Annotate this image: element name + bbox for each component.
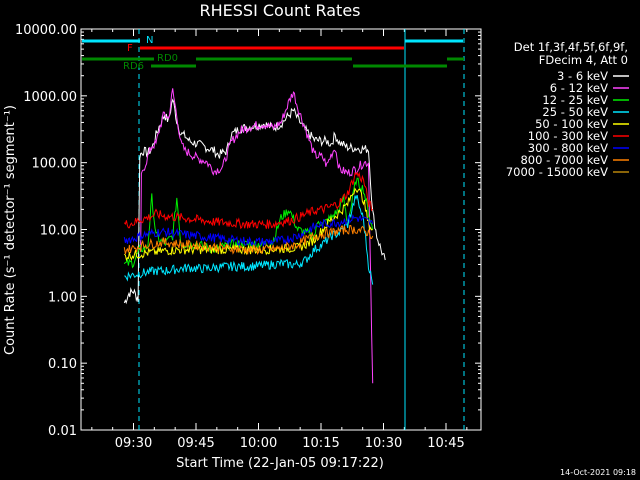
x-axis: 09:30 09:45 10:00 10:15 10:30 10:45 xyxy=(91,29,468,451)
y-tick-label: 100.00 xyxy=(32,157,78,172)
y-tick-label: 1.00 xyxy=(48,290,77,305)
saa-flag-label: N xyxy=(146,35,153,46)
series-line xyxy=(124,194,374,285)
series-line xyxy=(123,98,386,305)
legend-label: 25 - 50 keV xyxy=(542,105,608,119)
x-axis-title: Start Time (22-Jan-05 09:17:22) xyxy=(176,456,384,471)
legend-label: 300 - 800 keV xyxy=(528,141,608,155)
x-tick-label: 10:30 xyxy=(365,436,402,451)
legend-label: 7000 - 15000 keV xyxy=(506,165,608,179)
y-axis: 10000.00 1000.00 100.00 10.00 1.00 0.10 0.01 xyxy=(15,23,481,439)
x-tick-label: 10:00 xyxy=(240,436,277,451)
y-tick-label: 0.01 xyxy=(48,424,77,439)
series-line xyxy=(123,187,373,262)
legend-label: 12 - 25 keV xyxy=(542,93,608,107)
legend-label: 100 - 300 keV xyxy=(528,129,608,143)
chart-title: RHESSI Count Rates xyxy=(200,1,361,20)
legend: Det 1f,3f,4f,5f,6f,9f, FDecim 4, Att 0 3… xyxy=(506,40,629,179)
y-tick-label: 10000.00 xyxy=(15,23,77,38)
legend-label: 50 - 100 keV xyxy=(535,117,608,131)
x-tick-label: 10:45 xyxy=(427,436,464,451)
legend-label: 6 - 12 keV xyxy=(550,81,608,95)
series-line xyxy=(140,88,374,384)
y-axis-title: Count Rate (s⁻¹ detector⁻¹ segment⁻¹) xyxy=(3,105,18,355)
series-line xyxy=(123,224,374,256)
flare-flag-label: F xyxy=(127,43,133,54)
series-line xyxy=(123,213,374,247)
series-group xyxy=(123,88,386,384)
series-line xyxy=(123,171,374,230)
x-tick-label: 10:15 xyxy=(302,436,339,451)
legend-label: 3 - 6 keV xyxy=(557,69,608,83)
legend-label: 800 - 7000 keV xyxy=(520,153,608,167)
y-tick-label: 1000.00 xyxy=(23,90,77,105)
y-tick-label: 10.00 xyxy=(40,224,77,239)
x-tick-label: 09:45 xyxy=(177,436,214,451)
generated-timestamp: 14-Oct-2021 09:18 xyxy=(560,468,636,477)
legend-header-line-1: Det 1f,3f,4f,5f,6f,9f, xyxy=(514,40,628,54)
x-tick-label: 09:30 xyxy=(115,436,152,451)
decim-flag-label-rd0: RD0 xyxy=(157,53,178,64)
legend-header-line-2: FDecim 4, Att 0 xyxy=(539,53,628,67)
decim-flag-label-rd6: RD6 xyxy=(123,61,144,72)
y-tick-label: 0.10 xyxy=(48,357,77,372)
